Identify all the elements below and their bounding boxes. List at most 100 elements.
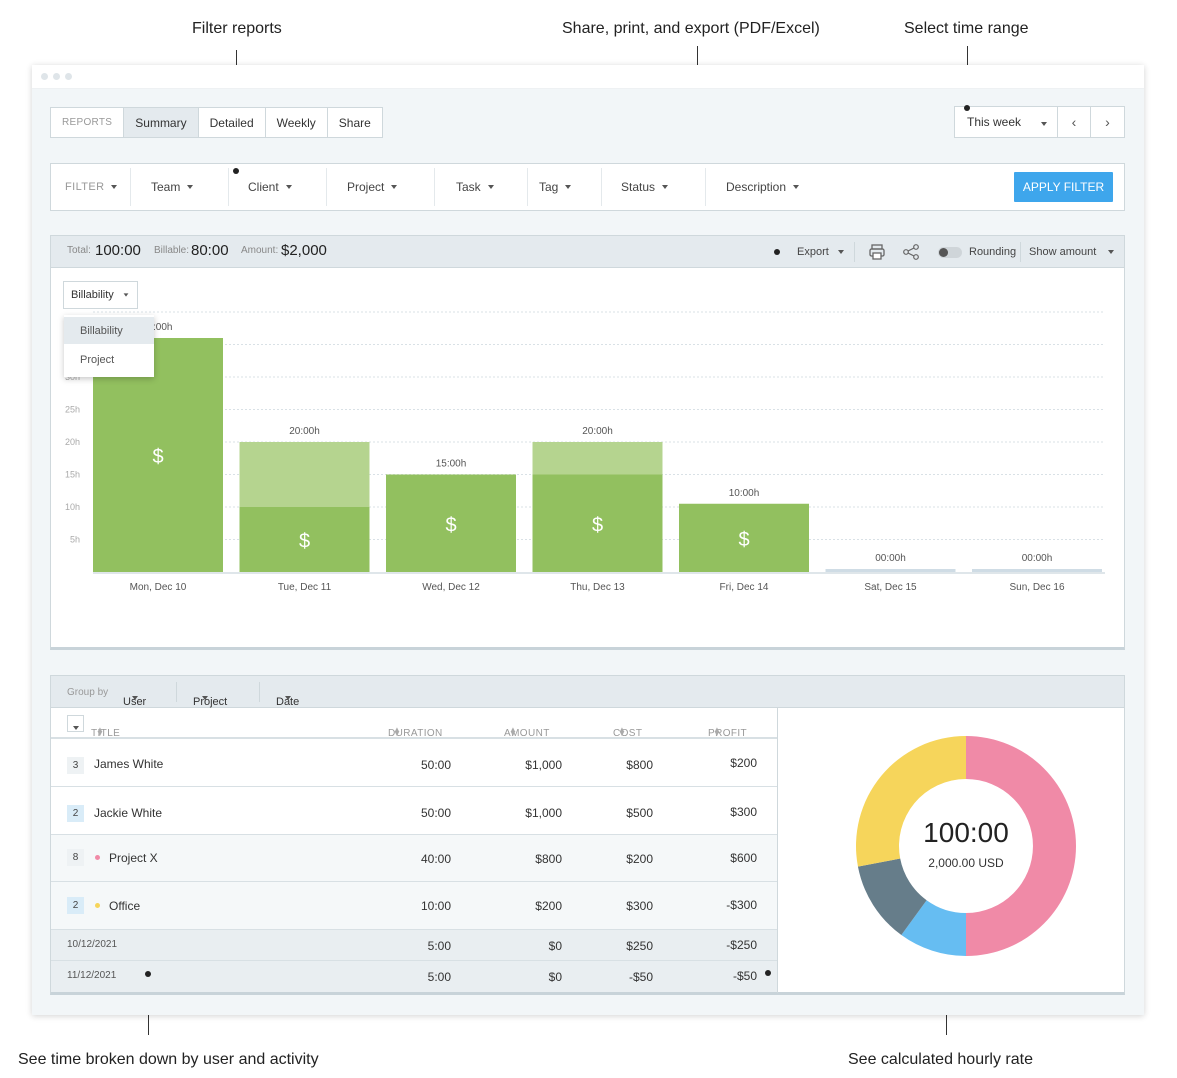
row-duration: 5:00 bbox=[427, 939, 451, 953]
chevron-down-icon bbox=[391, 185, 398, 189]
row-cost: $250 bbox=[626, 939, 653, 953]
table-row[interactable]: 2 Office 10:00 $200 $300 -$300 bbox=[51, 882, 777, 930]
donut-total: 100:00 bbox=[923, 817, 1009, 848]
row-profit: -$250 bbox=[726, 938, 757, 952]
row-date: 10/12/2021 bbox=[67, 939, 118, 950]
bar-chart: 5h 10h 15h 20h 25h 30h $:00h Mon, Dec 10 $20:00h… bbox=[65, 311, 1105, 593]
dollar-icon: $ bbox=[592, 514, 603, 536]
print-icon[interactable] bbox=[868, 243, 886, 266]
tab-weekly[interactable]: Weekly bbox=[266, 108, 328, 137]
row-amount: $0 bbox=[548, 970, 562, 984]
table-row[interactable]: 11/12/2021 5:00 $0 -$50 -$50 bbox=[51, 961, 777, 992]
donut-slice bbox=[901, 900, 966, 956]
y-tick-label: 30h bbox=[65, 372, 80, 382]
row-profit: $200 bbox=[730, 756, 757, 770]
project-color-dot bbox=[95, 855, 100, 860]
row-title: Jackie White bbox=[94, 806, 163, 820]
bar-value-label: 15:00h bbox=[436, 459, 467, 470]
filter-team[interactable]: Team bbox=[151, 164, 194, 210]
amount-value: $2,000 bbox=[281, 242, 327, 259]
summary-table: TITLE ▲ ▼ DURATION ▲ ▼ AMOUNT ▲ ▼ COST ▲ ▼ PROFI… bbox=[51, 708, 777, 992]
row-profit: $300 bbox=[730, 805, 757, 819]
row-amount: $200 bbox=[535, 899, 562, 913]
project-color-dot bbox=[95, 903, 100, 908]
show-amount-select[interactable]: Show amount bbox=[1029, 246, 1115, 258]
x-tick-label: Mon, Dec 10 bbox=[130, 582, 187, 593]
filter-project[interactable]: Project bbox=[347, 164, 398, 210]
tab-summary[interactable]: Summary bbox=[124, 108, 199, 137]
annotation-share-export: Share, print, and export (PDF/Excel) bbox=[562, 20, 820, 37]
donut-slice bbox=[857, 858, 927, 935]
x-tick-label: Sat, Dec 15 bbox=[864, 582, 917, 593]
donut-slice bbox=[966, 736, 1076, 956]
reports-label: REPORTS bbox=[51, 108, 125, 137]
row-cost: $300 bbox=[626, 899, 653, 913]
annotation-filter-reports: Filter reports bbox=[192, 20, 282, 37]
chevron-down-icon bbox=[1041, 122, 1047, 126]
count-badge: 2 bbox=[67, 897, 84, 914]
row-amount: $1,000 bbox=[525, 758, 562, 772]
chevron-down-icon bbox=[565, 185, 572, 189]
summary-table-panel: Group by User Project Date TITLE ▲ ▼ DURAT… bbox=[50, 675, 1125, 995]
bar-billable bbox=[93, 338, 223, 572]
prev-period-button[interactable]: ‹ bbox=[1058, 107, 1091, 137]
chevron-down-icon bbox=[1108, 250, 1115, 255]
window-titlebar bbox=[32, 65, 1144, 89]
sort-icon: ▲ ▼ bbox=[393, 725, 402, 738]
y-tick-label: 15h bbox=[65, 470, 80, 480]
row-title: Office bbox=[109, 899, 141, 913]
row-profit: -$300 bbox=[726, 898, 757, 912]
time-range-select[interactable]: This week bbox=[955, 107, 1058, 137]
row-duration: 40:00 bbox=[420, 852, 451, 866]
expand-all-button[interactable] bbox=[67, 715, 84, 732]
y-tick-label: 20h bbox=[65, 437, 80, 447]
row-duration: 50:00 bbox=[420, 806, 451, 820]
table-row[interactable]: 8 Project X 40:00 $800 $200 $600 bbox=[51, 835, 777, 882]
filter-task[interactable]: Task bbox=[456, 164, 494, 210]
apply-filter-button[interactable]: APPLY FILTER bbox=[1014, 172, 1113, 202]
next-period-button[interactable]: › bbox=[1105, 114, 1110, 130]
breakdown-dropdown: Billability Project bbox=[64, 315, 154, 377]
donut-chart bbox=[856, 736, 1076, 956]
count-badge: 8 bbox=[67, 849, 84, 866]
bar-nonbillable bbox=[239, 442, 370, 507]
breakdown-select[interactable]: Billability bbox=[63, 281, 138, 309]
dollar-icon: $ bbox=[299, 531, 310, 553]
chevron-down-icon bbox=[285, 696, 291, 700]
row-amount: $1,000 bbox=[525, 806, 562, 820]
x-tick-label: Sun, Dec 16 bbox=[1009, 582, 1064, 593]
filter-bar: FILTER Team Client Project Task Tag Stat… bbox=[50, 163, 1125, 211]
chevron-down-icon bbox=[111, 185, 118, 189]
filter-client[interactable]: Client bbox=[248, 164, 292, 210]
tab-share[interactable]: Share bbox=[338, 115, 371, 130]
dropdown-option-project[interactable]: Project bbox=[80, 353, 115, 366]
export-button[interactable]: Export bbox=[797, 246, 844, 258]
bar-value-label: 00:00h bbox=[1022, 553, 1053, 564]
filter-tag[interactable]: Tag bbox=[539, 164, 572, 210]
row-title: Project X bbox=[109, 851, 158, 865]
bar-billable bbox=[532, 474, 663, 572]
share-icon[interactable] bbox=[902, 243, 920, 266]
annotation-breakdown: See time broken down by user and activit… bbox=[18, 1051, 319, 1068]
time-range-value: This week bbox=[967, 115, 1022, 129]
dollar-icon: $ bbox=[152, 446, 163, 468]
row-duration: 10:00 bbox=[420, 899, 451, 913]
row-duration: 50:00 bbox=[420, 758, 451, 772]
chevron-down-icon bbox=[793, 185, 800, 189]
filter-description[interactable]: Description bbox=[726, 164, 800, 210]
dropdown-option-billability[interactable]: Billability bbox=[64, 317, 154, 344]
app-window: REPORTS Summary Detailed Weekly Share Th… bbox=[32, 65, 1144, 1015]
row-profit: -$50 bbox=[732, 969, 757, 983]
chevron-down-icon bbox=[202, 696, 208, 700]
filter-status[interactable]: Status bbox=[621, 164, 669, 210]
table-row[interactable]: 10/12/2021 5:00 $0 $250 -$250 bbox=[51, 930, 777, 961]
group-by-label: Group by bbox=[67, 687, 109, 698]
x-tick-label: Fri, Dec 14 bbox=[720, 582, 769, 593]
tab-detailed[interactable]: Detailed bbox=[199, 108, 266, 137]
rounding-toggle[interactable] bbox=[938, 247, 962, 258]
x-tick-label: Thu, Dec 13 bbox=[570, 582, 625, 593]
x-tick-label: Tue, Dec 11 bbox=[278, 582, 332, 593]
table-row[interactable]: 2 Jackie White 50:00 $1,000 $500 $300 bbox=[51, 787, 777, 835]
annotation-hourly-rate: See calculated hourly rate bbox=[848, 1051, 1033, 1068]
table-row[interactable]: 3 James White 50:00 $1,000 $800 $200 bbox=[51, 739, 777, 787]
